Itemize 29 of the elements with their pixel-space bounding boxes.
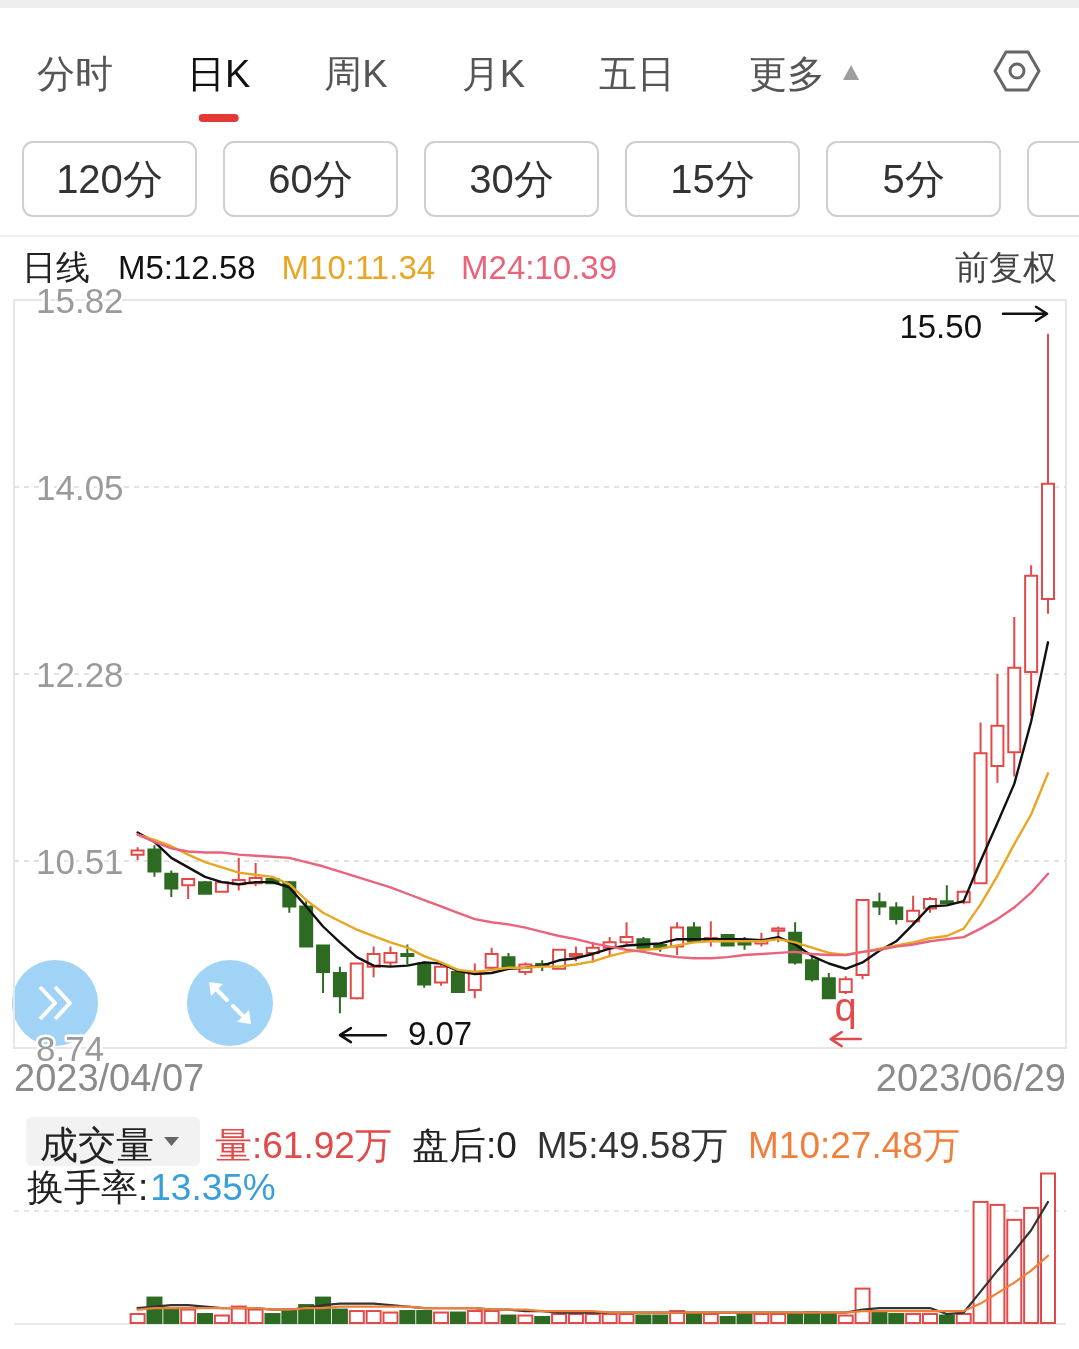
text: 日K xyxy=(187,53,251,95)
text: M5:49.58万 xyxy=(536,1125,729,1166)
text: 120分 xyxy=(56,157,163,201)
y-tick-label: 14.05 xyxy=(36,467,124,507)
text: 30分 xyxy=(469,157,554,201)
text: 前复权 xyxy=(955,248,1057,286)
annotation: 15.50 xyxy=(899,307,982,345)
text: 盘后:0 xyxy=(411,1125,517,1166)
text: 月K xyxy=(461,53,526,95)
annotation: 13.35% xyxy=(150,1167,276,1208)
text: M24:10.39 xyxy=(461,249,618,286)
text: M10:27.48万 xyxy=(748,1125,960,1166)
y-tick-label: 12.28 xyxy=(36,654,124,694)
text: 5分 xyxy=(882,157,945,201)
annotation: 9.07 xyxy=(407,1015,473,1053)
annotation: 换手率: xyxy=(27,1167,149,1208)
text: 分时 xyxy=(37,53,113,95)
text: M10:11.34 xyxy=(281,249,436,286)
text: 周K xyxy=(324,53,388,95)
y-tick-label: 10.51 xyxy=(36,841,124,881)
text: 五日 xyxy=(599,53,676,95)
text: 60分 xyxy=(268,157,353,201)
annotation: q xyxy=(834,985,857,1030)
text: 2023/06/29 xyxy=(875,1057,1066,1099)
text: 更多 xyxy=(749,53,826,95)
text: 量:61.92万 xyxy=(215,1125,392,1166)
text: 15分 xyxy=(670,157,755,201)
text: M5:12.58 xyxy=(118,249,256,286)
chart-title: 成交量 xyxy=(40,1124,154,1166)
